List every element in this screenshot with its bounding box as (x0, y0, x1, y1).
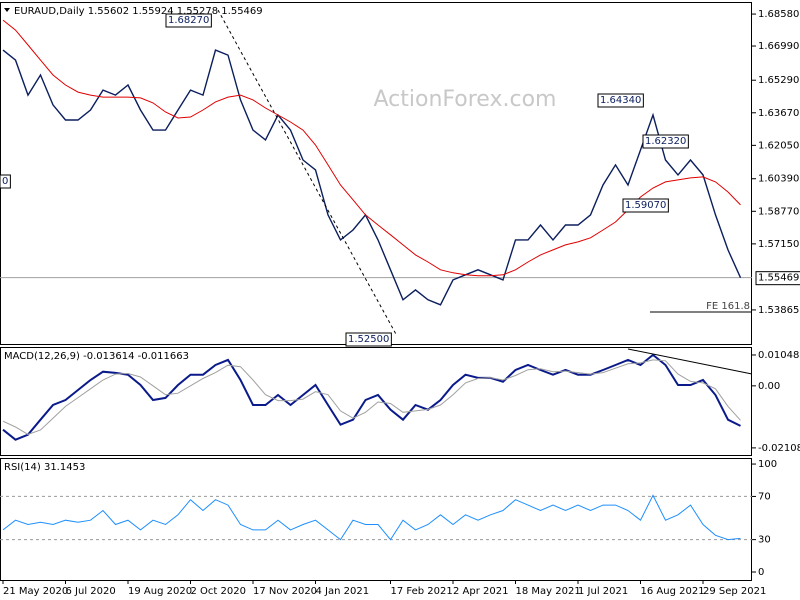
x-tick-label: 4 Jan 2021 (316, 586, 370, 597)
y-tick-label: 1.68580 (758, 9, 799, 20)
y-tick-label: 1.65290 (758, 75, 799, 86)
y-tick-label: 1.58770 (758, 206, 799, 217)
macd-trend-line (627, 348, 753, 375)
series-line (2, 353, 741, 441)
y-tick-label: 1.60390 (758, 174, 799, 185)
x-tick-label: 16 Aug 2021 (641, 586, 705, 597)
panel (0, 2, 752, 345)
label-box (755, 271, 800, 286)
series-line (2, 19, 741, 277)
x-tick-label: 6 Jul 2020 (66, 586, 116, 597)
x-tick-label: 2 Oct 2020 (191, 586, 246, 597)
y-tick-label: 1.63670 (758, 108, 799, 119)
level-label: 1.68270 (168, 15, 209, 26)
label-box (0, 174, 11, 189)
y-tick-label: -0.021083 (758, 443, 800, 454)
x-tick-label: 1 Jul 2021 (578, 586, 628, 597)
level-label: 1.59070 (625, 200, 666, 211)
x-tick-label: 17 Feb 2021 (391, 586, 453, 597)
y-tick-label: 0 (758, 567, 764, 578)
label-box (165, 13, 212, 28)
level-label: 1.62320 (645, 136, 686, 147)
y-tick-label: 1.66990 (758, 41, 799, 52)
series-line (2, 49, 742, 306)
x-tick-label: 2 Apr 2021 (453, 586, 508, 597)
x-tick-label: 21 May 2020 (3, 586, 68, 597)
label-box (622, 198, 669, 213)
series-line (2, 494, 741, 541)
fe-label: FE 161.8 (706, 301, 750, 312)
current-price-label: 1.55469 (758, 273, 799, 284)
level-label: 0 (2, 176, 8, 187)
panel-title: MACD(12,26,9) -0.013614 -0.011663 (4, 351, 189, 362)
x-tick-label: 19 Aug 2020 (128, 586, 192, 597)
y-tick-label: 70 (758, 491, 771, 502)
y-tick-label: 100 (758, 459, 777, 470)
x-tick-label: 29 Sep 2021 (703, 586, 766, 597)
y-tick-label: 30 (758, 535, 771, 546)
panel (0, 458, 752, 581)
level-label: 1.64340 (600, 95, 641, 106)
watermark: ActionForex.com (374, 87, 557, 112)
panel-title: EURAUD,Daily 1.55602 1.55924 1.55278 1.5… (14, 6, 263, 17)
level-label: 1.52500 (348, 334, 389, 345)
y-tick-label: 0.010489 (758, 350, 800, 361)
trend-line (217, 9, 398, 337)
y-tick-label: 1.62050 (758, 140, 799, 151)
panel-title: RSI(14) 31.1453 (4, 462, 85, 473)
y-tick-label: 0.00 (758, 381, 780, 392)
x-tick-label: 18 May 2021 (516, 586, 581, 597)
x-tick-label: 17 Nov 2020 (253, 586, 317, 597)
series-line (2, 359, 741, 435)
panel (0, 347, 752, 456)
menu-icon (4, 8, 10, 12)
y-tick-label: 1.57150 (758, 239, 799, 250)
y-tick-label: 1.53865 (758, 305, 799, 316)
label-box (345, 332, 392, 347)
label-box (642, 134, 689, 149)
label-box (597, 93, 644, 108)
